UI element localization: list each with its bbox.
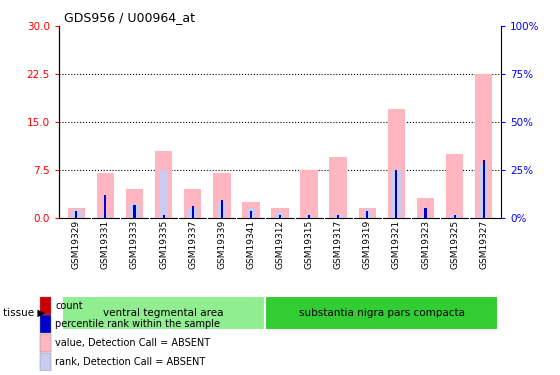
Bar <box>337 214 339 217</box>
Bar <box>421 214 430 217</box>
Bar <box>308 214 310 217</box>
Bar <box>40 315 50 333</box>
Bar <box>184 189 202 217</box>
Text: GSM19319: GSM19319 <box>363 220 372 269</box>
Bar <box>126 189 143 217</box>
Bar <box>104 195 106 217</box>
Text: GSM19323: GSM19323 <box>421 220 430 269</box>
Bar <box>101 214 110 217</box>
Text: count: count <box>55 301 83 310</box>
Bar <box>366 216 368 217</box>
Bar <box>246 208 255 218</box>
Text: GDS956 / U00964_at: GDS956 / U00964_at <box>64 11 195 24</box>
Text: GSM19337: GSM19337 <box>188 220 197 269</box>
Bar <box>395 216 398 217</box>
Bar <box>217 202 226 217</box>
Bar <box>265 296 498 330</box>
Text: GSM19335: GSM19335 <box>159 220 168 269</box>
Bar <box>104 216 106 217</box>
Bar <box>221 216 223 217</box>
Bar <box>454 214 456 217</box>
Bar <box>221 200 223 217</box>
Bar <box>454 216 456 217</box>
Bar <box>395 170 398 217</box>
Bar <box>250 216 252 217</box>
Bar <box>68 208 85 218</box>
Text: GSM19312: GSM19312 <box>276 220 284 269</box>
Bar <box>479 164 488 218</box>
Text: GSM19329: GSM19329 <box>72 220 81 269</box>
Bar <box>271 208 289 218</box>
Bar <box>388 109 405 217</box>
Text: value, Detection Call = ABSENT: value, Detection Call = ABSENT <box>55 338 211 348</box>
Bar <box>162 216 165 217</box>
Bar <box>424 208 427 218</box>
Bar <box>279 214 281 217</box>
Text: GSM19317: GSM19317 <box>334 220 343 269</box>
Bar <box>424 216 427 217</box>
Text: GSM19325: GSM19325 <box>450 220 459 269</box>
Bar <box>363 210 372 218</box>
Bar <box>155 150 172 217</box>
Bar <box>334 214 343 217</box>
Bar <box>242 202 260 217</box>
Bar <box>192 216 194 217</box>
Bar <box>308 216 310 217</box>
Bar <box>417 198 434 217</box>
Bar <box>40 297 50 315</box>
Bar <box>337 216 339 217</box>
Bar <box>188 208 197 218</box>
Text: GSM19315: GSM19315 <box>305 220 314 269</box>
Bar <box>75 211 77 218</box>
Bar <box>40 353 50 371</box>
Bar <box>62 296 265 330</box>
Bar <box>446 154 463 218</box>
Bar <box>483 216 485 217</box>
Bar <box>366 211 368 218</box>
Bar <box>75 214 77 217</box>
Bar <box>300 170 318 217</box>
Text: substantia nigra pars compacta: substantia nigra pars compacta <box>299 308 465 318</box>
Bar <box>276 212 284 217</box>
Bar <box>72 210 81 218</box>
Bar <box>475 74 492 217</box>
Bar <box>483 160 485 218</box>
Text: percentile rank within the sample: percentile rank within the sample <box>55 320 220 329</box>
Text: GSM19327: GSM19327 <box>479 220 488 269</box>
Bar <box>133 216 136 217</box>
Bar <box>133 205 136 218</box>
Bar <box>97 173 114 217</box>
Bar <box>162 214 165 217</box>
Bar <box>329 157 347 218</box>
Text: GSM19341: GSM19341 <box>246 220 255 269</box>
Bar <box>40 334 50 352</box>
Text: GSM19333: GSM19333 <box>130 220 139 269</box>
Bar <box>159 170 168 217</box>
Bar <box>450 214 459 217</box>
Text: GSM19339: GSM19339 <box>217 220 226 269</box>
Bar <box>250 211 252 218</box>
Bar <box>192 206 194 218</box>
Bar <box>130 204 139 218</box>
Text: ventral tegmental area: ventral tegmental area <box>104 308 224 318</box>
Text: GSM19331: GSM19331 <box>101 220 110 269</box>
Text: tissue ▶: tissue ▶ <box>3 308 45 318</box>
Bar <box>213 173 231 217</box>
Text: GSM19321: GSM19321 <box>392 220 401 269</box>
Text: rank, Detection Call = ABSENT: rank, Detection Call = ABSENT <box>55 357 206 367</box>
Bar <box>358 208 376 218</box>
Bar <box>279 216 281 217</box>
Bar <box>305 214 314 217</box>
Bar <box>392 170 401 217</box>
